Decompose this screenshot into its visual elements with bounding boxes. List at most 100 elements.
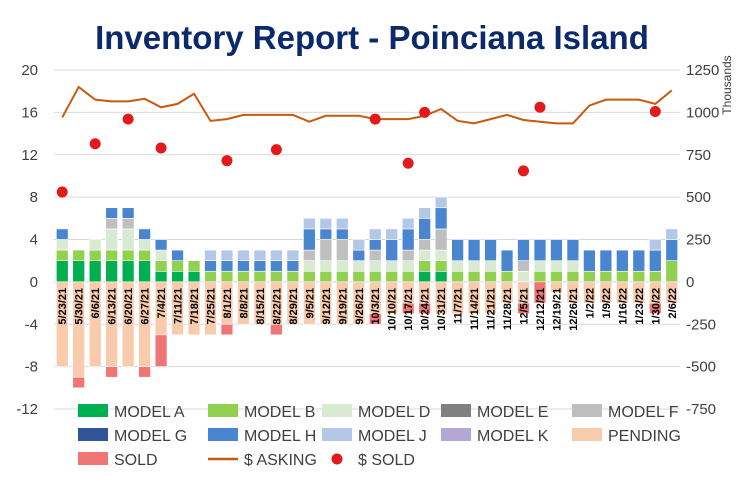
sold-price-point (270, 144, 282, 156)
bar-pending (434, 281, 448, 314)
x-tick-label: 2/6/22 (667, 288, 679, 319)
legend-item: SOLD (78, 452, 158, 469)
bar-pending (88, 281, 102, 367)
bar-pending (56, 281, 69, 367)
legend-swatch (208, 428, 238, 441)
bar-model-h (154, 239, 168, 251)
x-tick-label: 9/5/21 (304, 288, 316, 319)
bar-sold (533, 281, 547, 304)
bar-model-b (72, 249, 85, 261)
bar-model-h (467, 239, 481, 261)
legend-item: MODEL K (441, 428, 549, 445)
x-tick-label: 8/29/21 (288, 288, 300, 325)
bar-model-b (649, 270, 662, 283)
bar-model-h (550, 239, 563, 261)
x-tick-label: 12/5/21 (519, 288, 531, 325)
bar-model-h (121, 207, 135, 219)
bar-model-d (105, 228, 118, 251)
bar-model-h (56, 228, 69, 240)
bar-model-h (517, 239, 530, 261)
x-tick-label: 10/3/21 (370, 288, 382, 325)
bar-model-a (72, 260, 85, 283)
bar-model-j (401, 218, 415, 230)
bar-model-d (154, 249, 168, 261)
bar-model-d (138, 239, 151, 251)
bar-model-a (434, 270, 448, 283)
legend-item: MODEL H (208, 428, 316, 445)
bar-series (56, 196, 678, 389)
x-tick-label: 5/30/21 (74, 288, 86, 325)
legend-item: PENDING (572, 428, 681, 445)
x-tick-label: 10/24/21 (420, 288, 432, 331)
bar-model-b (270, 270, 283, 283)
y-tick-label: -4 (25, 316, 38, 333)
bar-model-b (187, 260, 201, 272)
legend-swatch (572, 404, 602, 417)
y2-tick-label: -750 (686, 401, 716, 418)
x-axis-ticks: 5/23/21 5/30/21 6/6/21 6/13/21 6/20/21 6/27/2… (57, 288, 679, 331)
x-tick-label: 9/12/21 (321, 288, 333, 325)
bar-model-b (253, 270, 267, 283)
bar-model-a (138, 260, 151, 283)
bar-model-a (418, 270, 431, 283)
legend-item: MODEL G (78, 428, 187, 445)
bar-model-h (632, 249, 646, 272)
bar-model-f (401, 249, 415, 261)
bar-pending (484, 281, 497, 314)
x-tick-label: 1/2/22 (584, 288, 596, 319)
legend-swatch (322, 428, 352, 441)
bar-pending (352, 281, 365, 325)
bar-model-d (369, 260, 382, 272)
sold-price-point (402, 157, 414, 169)
bar-model-d (467, 260, 481, 272)
bar-sold (649, 302, 662, 314)
bar-model-h (566, 239, 580, 261)
bar-model-f (369, 249, 382, 261)
asking-line-path (61, 85, 673, 125)
x-tick-label: 8/8/21 (238, 288, 250, 319)
bar-model-h (484, 239, 497, 261)
legend-item: MODEL E (441, 404, 548, 421)
x-tick-label: 8/22/21 (271, 288, 283, 325)
bar-model-b (665, 260, 678, 283)
bar-model-b (286, 270, 300, 283)
bar-model-h (286, 260, 300, 272)
bar-model-b (171, 260, 184, 272)
bar-model-d (352, 260, 365, 272)
legend-label: SOLD (114, 452, 158, 469)
bar-sold (517, 302, 530, 314)
legend-label: $ ASKING (244, 452, 317, 469)
bar-model-d (451, 260, 464, 272)
bar-model-d (401, 260, 415, 272)
bar-model-h (583, 249, 596, 272)
bar-model-f (434, 228, 448, 251)
bar-model-b (303, 270, 316, 283)
bar-pending (500, 281, 514, 304)
sold-price-point (221, 155, 233, 167)
bar-model-h (352, 249, 365, 261)
bar-model-f (303, 249, 316, 261)
x-tick-label: 9/19/21 (337, 288, 349, 325)
x-tick-label: 10/17/21 (403, 288, 415, 331)
sold-price-point (369, 113, 381, 125)
chart-title: Inventory Report - Poinciana Island (95, 19, 649, 56)
bar-model-d (88, 239, 102, 251)
bar-pending (550, 281, 563, 293)
bar-pending (319, 281, 333, 325)
bar-model-f (105, 218, 118, 230)
bar-model-h (138, 228, 151, 240)
bar-model-d (385, 260, 398, 272)
bar-model-a (56, 260, 69, 283)
bar-model-b (467, 270, 481, 283)
bar-model-h (500, 249, 514, 272)
bar-model-h (253, 260, 267, 272)
bar-model-h (665, 239, 678, 261)
bar-model-b (220, 270, 234, 283)
bar-model-d (418, 249, 431, 261)
bar-pending (121, 281, 135, 367)
bar-model-b (418, 260, 431, 272)
legend-item: $ ASKING (208, 452, 317, 469)
bar-pending (632, 281, 646, 304)
bar-model-b (319, 270, 333, 283)
sold-price-point (419, 106, 431, 118)
